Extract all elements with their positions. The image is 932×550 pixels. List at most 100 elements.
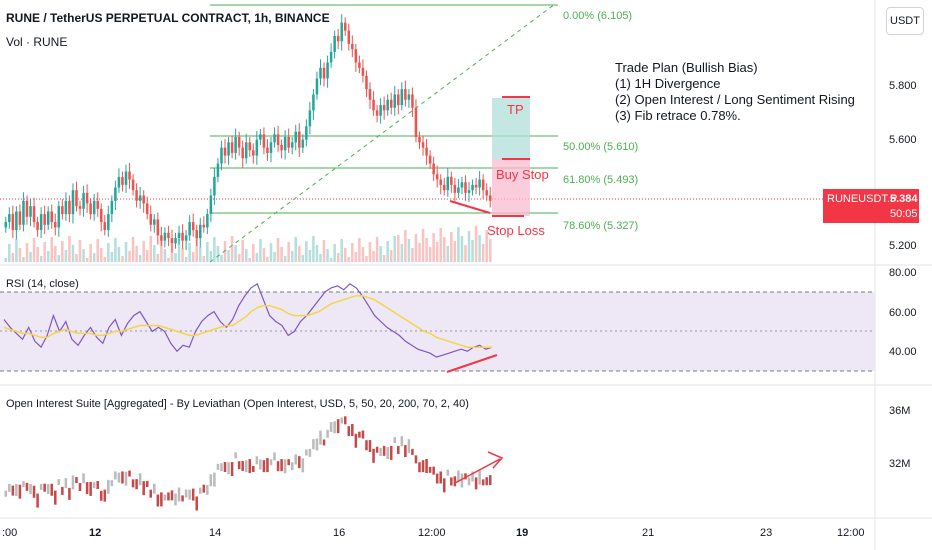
candle-body[interactable] xyxy=(85,192,89,204)
candle-body[interactable] xyxy=(209,195,213,215)
candle-body[interactable] xyxy=(89,203,92,215)
candle-body[interactable] xyxy=(305,126,308,140)
candle-body[interactable] xyxy=(46,211,50,225)
rsi-divergence-line[interactable] xyxy=(446,354,498,373)
candle-body[interactable] xyxy=(393,94,397,108)
candle-body[interactable] xyxy=(248,142,252,151)
candle-body[interactable] xyxy=(153,219,156,225)
oi-arrow-head[interactable] xyxy=(487,451,504,469)
candle-body[interactable] xyxy=(266,147,269,153)
candle-body[interactable] xyxy=(474,184,478,188)
candle-body[interactable] xyxy=(446,176,450,191)
profit-zone[interactable] xyxy=(492,98,530,159)
candle-body[interactable] xyxy=(421,142,425,148)
candle-body[interactable] xyxy=(467,190,471,193)
candle-body[interactable] xyxy=(103,222,107,231)
candle-body[interactable] xyxy=(252,150,255,156)
candle-body[interactable] xyxy=(435,174,439,180)
candle-body[interactable] xyxy=(322,67,326,79)
candle-body[interactable] xyxy=(379,105,382,116)
candle-body[interactable] xyxy=(234,136,237,153)
candle-body[interactable] xyxy=(411,94,414,108)
candle-body[interactable] xyxy=(407,94,411,100)
candle-body[interactable] xyxy=(488,195,492,201)
candle-body[interactable] xyxy=(160,235,163,241)
candle-body[interactable] xyxy=(425,147,428,156)
candle-body[interactable] xyxy=(361,67,365,76)
stop-loss-label[interactable]: Stop Loss xyxy=(487,223,545,238)
candle-body[interactable] xyxy=(372,99,375,111)
candle-body[interactable] xyxy=(308,110,312,127)
candle-body[interactable] xyxy=(287,136,290,148)
candle-body[interactable] xyxy=(343,22,347,31)
candle-body[interactable] xyxy=(163,232,167,241)
candle-body[interactable] xyxy=(124,171,128,185)
candle-body[interactable] xyxy=(269,142,273,153)
candle-body[interactable] xyxy=(75,190,78,207)
candle-body[interactable] xyxy=(39,214,43,231)
candle-body[interactable] xyxy=(485,190,488,196)
candle-body[interactable] xyxy=(71,190,75,215)
candle-body[interactable] xyxy=(184,235,188,241)
candle-body[interactable] xyxy=(428,155,432,164)
candle-body[interactable] xyxy=(206,214,209,228)
candle-body[interactable] xyxy=(131,179,135,191)
candle-body[interactable] xyxy=(241,147,244,159)
candle-body[interactable] xyxy=(283,136,287,151)
candle-body[interactable] xyxy=(135,190,138,201)
candle-body[interactable] xyxy=(481,179,485,191)
candle-body[interactable] xyxy=(117,176,121,188)
tp-label[interactable]: TP xyxy=(507,102,524,117)
trade-plan-note[interactable]: Trade Plan (Bullish Bias) (1) 1H Diverge… xyxy=(615,60,855,124)
candle-body[interactable] xyxy=(32,206,36,223)
candle-body[interactable] xyxy=(255,139,259,156)
candle-body[interactable] xyxy=(418,136,421,143)
candle-body[interactable] xyxy=(181,232,184,241)
candle-body[interactable] xyxy=(107,214,110,231)
candle-body[interactable] xyxy=(50,211,54,223)
candle-body[interactable] xyxy=(414,107,418,137)
candle-body[interactable] xyxy=(460,182,464,188)
candle-body[interactable] xyxy=(202,224,206,228)
candle-body[interactable] xyxy=(326,62,329,79)
candle-body[interactable] xyxy=(195,230,198,239)
candle-body[interactable] xyxy=(191,222,195,231)
candle-body[interactable] xyxy=(354,49,358,63)
candle-body[interactable] xyxy=(57,206,61,228)
candle-body[interactable] xyxy=(290,142,294,148)
risk-zone[interactable] xyxy=(492,159,530,216)
candle-body[interactable] xyxy=(18,211,22,225)
candle-body[interactable] xyxy=(375,110,379,116)
oi-pane-label[interactable]: Open Interest Suite [Aggregated] - By Le… xyxy=(6,398,469,410)
volume-legend[interactable]: Vol · RUNE xyxy=(6,35,68,49)
candle-body[interactable] xyxy=(220,147,223,164)
candle-body[interactable] xyxy=(301,139,305,148)
candle-body[interactable] xyxy=(68,200,71,215)
price-divergence-line[interactable] xyxy=(449,200,491,214)
candle-body[interactable] xyxy=(315,78,319,95)
candle-body[interactable] xyxy=(389,99,393,108)
candle-body[interactable] xyxy=(244,142,248,159)
candle-body[interactable] xyxy=(64,200,68,215)
candle-body[interactable] xyxy=(276,134,280,145)
candle-body[interactable] xyxy=(96,200,99,209)
candle-body[interactable] xyxy=(128,171,131,180)
candle-body[interactable] xyxy=(170,238,174,244)
buy-stop-label[interactable]: Buy Stop xyxy=(496,167,549,182)
candle-body[interactable] xyxy=(25,200,29,217)
candle-body[interactable] xyxy=(432,163,435,175)
candle-body[interactable] xyxy=(213,176,216,196)
candle-body[interactable] xyxy=(358,62,361,68)
candle-body[interactable] xyxy=(259,134,262,140)
candle-body[interactable] xyxy=(82,192,85,209)
candle-body[interactable] xyxy=(110,200,114,215)
candle-body[interactable] xyxy=(227,142,230,156)
candle-body[interactable] xyxy=(312,94,315,111)
candle-body[interactable] xyxy=(382,105,386,111)
candle-body[interactable] xyxy=(450,176,453,185)
candle-body[interactable] xyxy=(145,203,149,215)
candle-body[interactable] xyxy=(15,211,18,231)
candle-body[interactable] xyxy=(142,195,145,204)
candle-body[interactable] xyxy=(453,184,457,193)
